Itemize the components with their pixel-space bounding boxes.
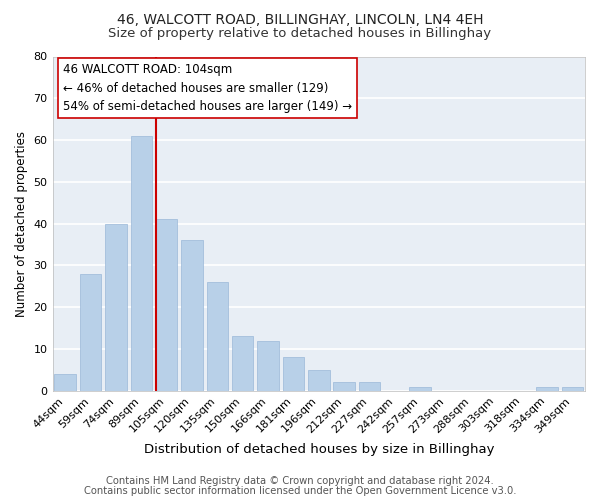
Bar xyxy=(105,224,127,391)
Y-axis label: Number of detached properties: Number of detached properties xyxy=(15,130,28,316)
Bar xyxy=(131,136,152,391)
X-axis label: Distribution of detached houses by size in Billinghay: Distribution of detached houses by size … xyxy=(143,443,494,456)
Bar xyxy=(181,240,203,391)
Text: Size of property relative to detached houses in Billinghay: Size of property relative to detached ho… xyxy=(109,28,491,40)
Bar xyxy=(156,220,178,391)
Bar xyxy=(409,386,431,391)
Text: Contains public sector information licensed under the Open Government Licence v3: Contains public sector information licen… xyxy=(84,486,516,496)
Bar xyxy=(80,274,101,391)
Bar xyxy=(334,382,355,391)
Text: 46, WALCOTT ROAD, BILLINGHAY, LINCOLN, LN4 4EH: 46, WALCOTT ROAD, BILLINGHAY, LINCOLN, L… xyxy=(117,12,483,26)
Bar xyxy=(232,336,253,391)
Bar xyxy=(359,382,380,391)
Text: Contains HM Land Registry data © Crown copyright and database right 2024.: Contains HM Land Registry data © Crown c… xyxy=(106,476,494,486)
Bar xyxy=(283,358,304,391)
Bar xyxy=(206,282,228,391)
Bar xyxy=(308,370,329,391)
Bar xyxy=(257,340,279,391)
Bar xyxy=(536,386,558,391)
Text: 46 WALCOTT ROAD: 104sqm
← 46% of detached houses are smaller (129)
54% of semi-d: 46 WALCOTT ROAD: 104sqm ← 46% of detache… xyxy=(63,63,352,113)
Bar xyxy=(562,386,583,391)
Bar xyxy=(55,374,76,391)
